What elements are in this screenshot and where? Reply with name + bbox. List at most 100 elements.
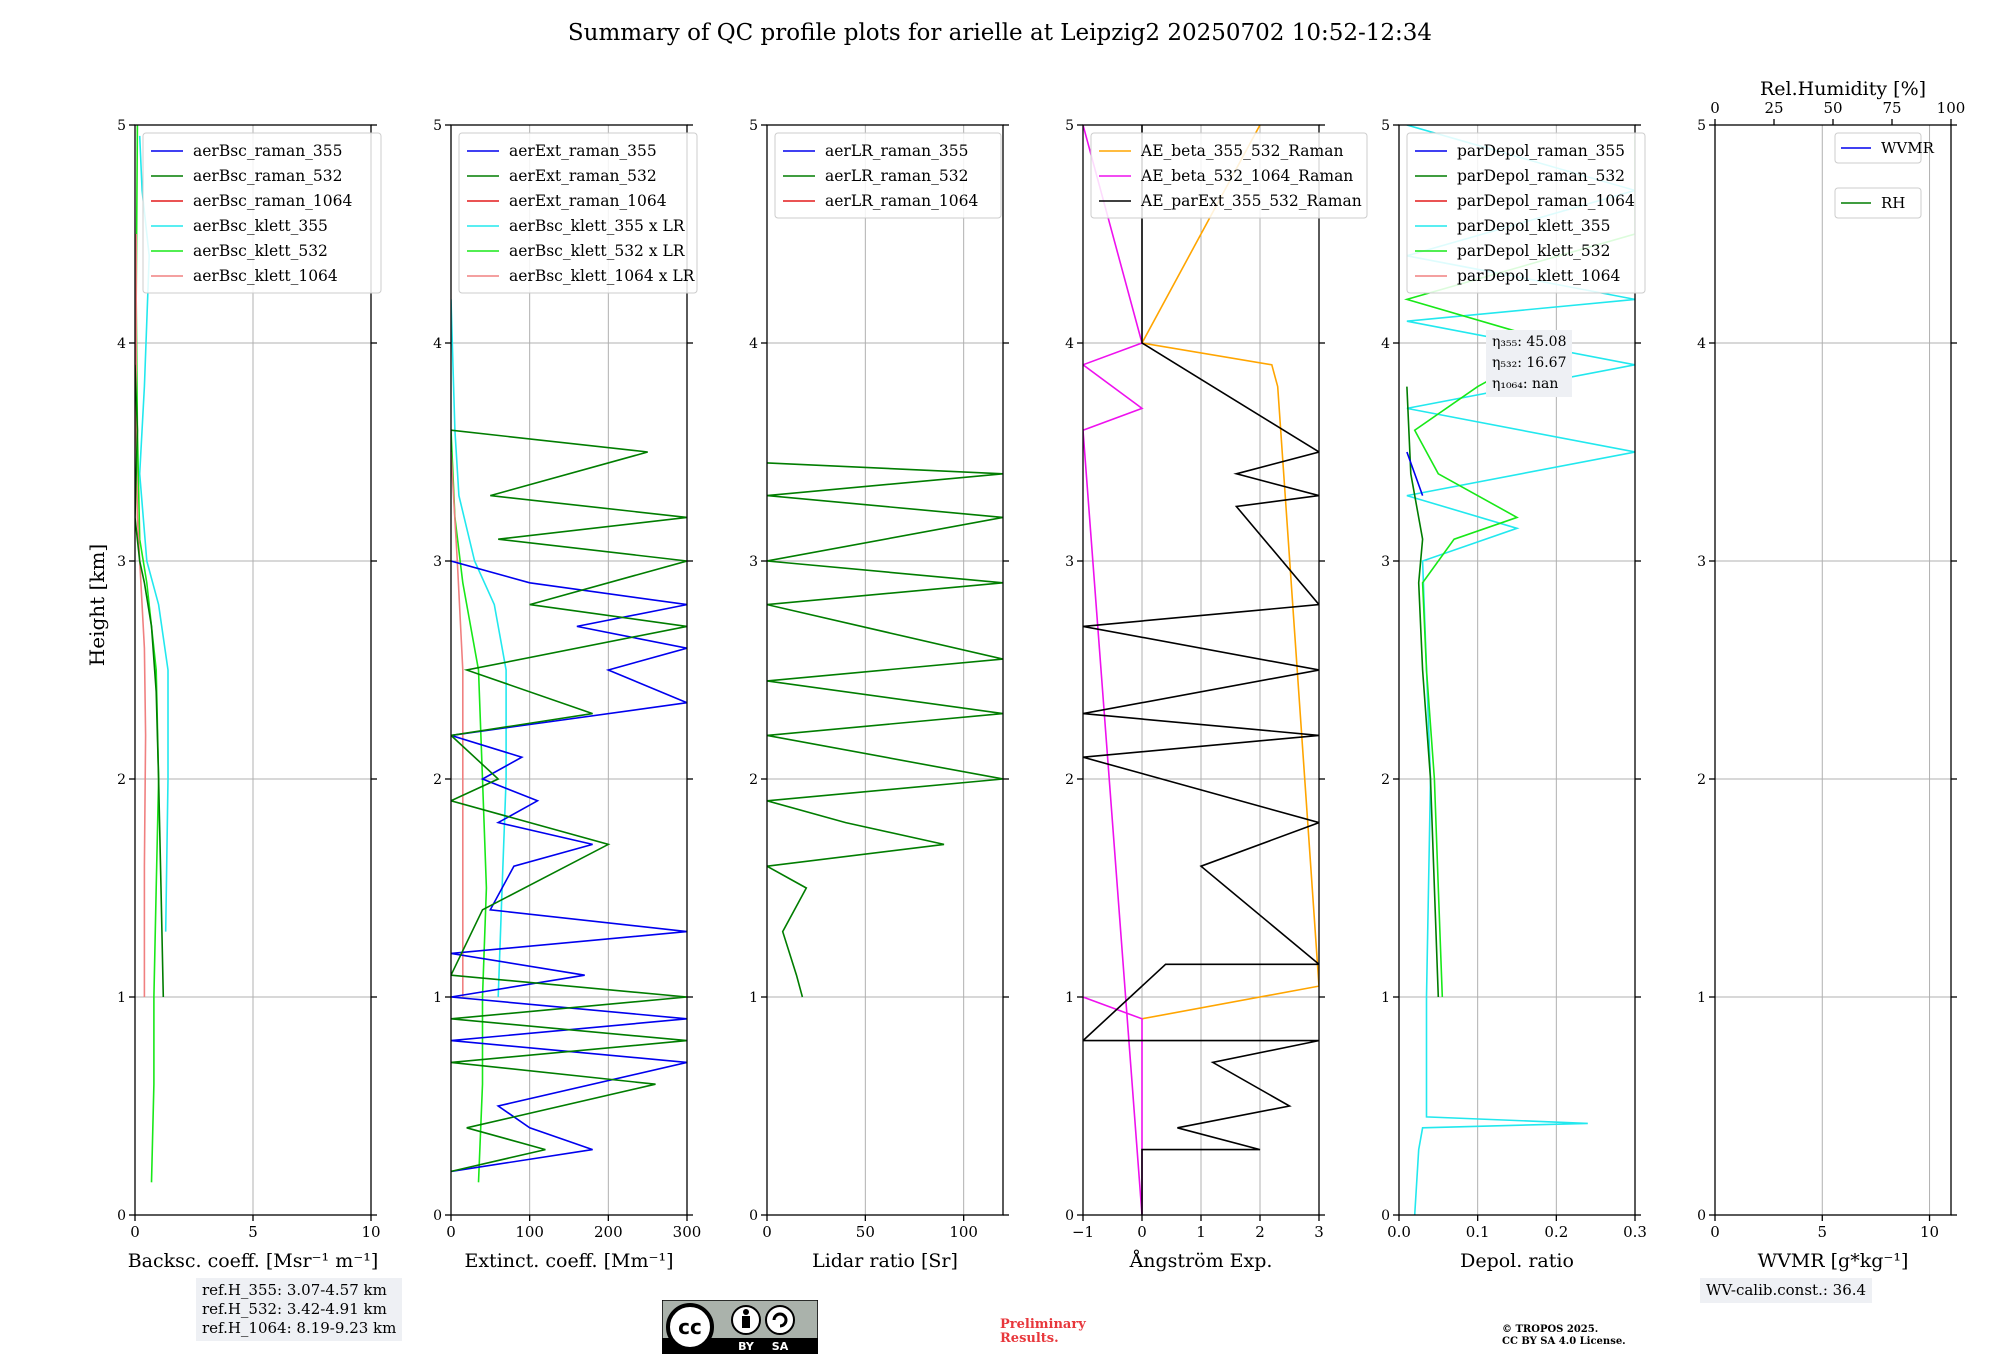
top-tick-label: 75 <box>1882 99 1901 117</box>
legend-entry: parDepol_raman_355 <box>1457 142 1625 160</box>
y-tick-label: 4 <box>117 336 126 352</box>
legend-entry: parDepol_klett_1064 <box>1457 267 1620 285</box>
legend-entry: AE_parExt_355_532_Raman <box>1140 192 1362 210</box>
legend-entry: AE_beta_532_1064_Raman <box>1140 167 1353 185</box>
y-tick-label: 2 <box>1697 772 1706 788</box>
y-tick-label: 3 <box>117 554 126 570</box>
legend-entry: aerExt_raman_532 <box>509 167 657 185</box>
series-group <box>451 299 687 1183</box>
panel-frame <box>766 124 1004 1216</box>
preliminary-note: Preliminary Results. <box>1000 1318 1086 1346</box>
eta-1064: η₁₀₆₄: nan <box>1492 376 1559 392</box>
y-tick-label: 3 <box>1381 554 1390 570</box>
y-tick-label: 5 <box>117 118 126 134</box>
panel-frame <box>1714 124 1952 1216</box>
y-tick-label: 2 <box>117 772 126 788</box>
y-tick-label: 3 <box>1065 554 1074 570</box>
x-axis-label: Ångström Exp. <box>1129 1250 1273 1272</box>
y-tick-label: 4 <box>749 336 758 352</box>
x-tick-label: 100 <box>515 1223 544 1241</box>
preliminary-line-1: Preliminary <box>1000 1317 1086 1332</box>
legend-entry: aerBsc_klett_532 x LR <box>509 242 686 260</box>
panel-frame <box>1398 124 1636 1216</box>
copyright-line-2: CC BY SA 4.0 License. <box>1502 1336 1626 1347</box>
y-tick-label: 0 <box>433 1208 442 1224</box>
wv-calibration-box: WV-calib.const.: 36.4 <box>1700 1278 1873 1303</box>
series-aerBsc_klett_1064 <box>135 234 147 997</box>
legend-entry: aerExt_raman_355 <box>509 142 657 160</box>
legend-entry: AE_beta_355_532_Raman <box>1140 142 1343 160</box>
panel-1: 0 1 2 3 4 5 0 5 10 Backsc. coeff. [Msr⁻¹ m⁻¹] aerB… <box>117 118 382 1272</box>
series-aerExt_raman_355 <box>451 560 687 1173</box>
reference-height-box: ref.H_355: 3.07-4.57 km ref.H_532: 3.42-… <box>196 1278 403 1341</box>
y-tick-label: 3 <box>433 554 442 570</box>
y-tick-label: 0 <box>749 1208 758 1224</box>
x-tick-label: 10 <box>361 1223 380 1241</box>
y-tick-label: 2 <box>1065 772 1074 788</box>
y-tick-label: 4 <box>1381 336 1390 352</box>
top-tick-label: 0 <box>1710 99 1720 117</box>
y-tick-label: 5 <box>433 118 442 134</box>
top-axis-label: Rel.Humidity [%] <box>1760 78 1926 100</box>
legend-entry: parDepol_raman_532 <box>1457 167 1625 185</box>
legend-entry: RH <box>1881 194 1905 212</box>
x-tick-label: 0 <box>762 1223 772 1241</box>
x-tick-label: 0.2 <box>1544 1223 1568 1241</box>
y-axis-label: Height [km] <box>85 544 109 666</box>
legend-entry: WVMR <box>1881 139 1935 157</box>
y-tick-label: 0 <box>1065 1208 1074 1224</box>
cc-sa-label: SA <box>772 1340 789 1353</box>
legend-entry: aerBsc_klett_355 x LR <box>509 217 686 235</box>
eta-annotation-box: η₃₅₅: 45.08 η₅₃₂: 16.67 η₁₀₆₄: nan <box>1486 330 1573 397</box>
x-tick-label: 0 <box>1137 1223 1147 1241</box>
series-aerExt_raman_532 <box>451 429 687 1173</box>
x-tick-label: 5 <box>248 1223 258 1241</box>
x-tick-label: 200 <box>594 1223 623 1241</box>
y-tick-label: 1 <box>117 990 126 1006</box>
y-tick-label: 3 <box>1697 554 1706 570</box>
legend-entry: aerBsc_klett_532 <box>193 242 328 260</box>
legend-entry: aerBsc_klett_355 <box>193 217 328 235</box>
y-tick-label: 4 <box>1697 336 1706 352</box>
y-tick-label: 0 <box>117 1208 126 1224</box>
x-tick-label: 1 <box>1196 1223 1206 1241</box>
y-tick-label: 5 <box>1381 118 1390 134</box>
series-group <box>1083 125 1319 1215</box>
legend-entry: parDepol_klett_532 <box>1457 242 1610 260</box>
series-aerBsc_klett_355 x LR <box>451 299 507 998</box>
legend-box <box>774 132 1002 219</box>
x-tick-label: 10 <box>1920 1223 1939 1241</box>
series-parDepol_raman_355 <box>1406 451 1424 496</box>
x-tick-label: 0 <box>1710 1223 1720 1241</box>
series-AE_beta_355_532_Raman <box>1140 125 1319 1020</box>
series-AE_parExt_355_532_Raman <box>1083 125 1319 1215</box>
top-tick-label: 50 <box>1823 99 1842 117</box>
legend-entry: aerBsc_raman_532 <box>193 167 343 185</box>
y-tick-label: 2 <box>433 772 442 788</box>
series-aerBsc_klett_1064 x LR <box>451 451 464 997</box>
eta-355: η₃₅₅: 45.08 <box>1492 334 1567 350</box>
y-tick-label: 4 <box>433 336 442 352</box>
copyright-line-1: © TROPOS 2025. <box>1502 1324 1599 1335</box>
top-tick-label: 25 <box>1764 99 1783 117</box>
panel-5: 0 1 2 3 4 5 0.0 0.1 0.2 0.3 Depol. ratio parDepol_r… <box>1381 118 1647 1272</box>
y-tick-label: 1 <box>433 990 442 1006</box>
y-tick-label: 2 <box>749 772 758 788</box>
legend-box <box>1406 132 1646 294</box>
legend-box <box>1090 132 1368 219</box>
copyright-note: © TROPOS 2025. CC BY SA 4.0 License. <box>1502 1324 1626 1348</box>
x-tick-label: 0 <box>446 1223 456 1241</box>
legend-entry: aerLR_raman_355 <box>825 142 968 160</box>
legend-entry: aerBsc_raman_1064 <box>193 192 353 210</box>
y-tick-label: 0 <box>1697 1208 1706 1224</box>
x-tick-label: 0 <box>130 1223 140 1241</box>
eta-532: η₅₃₂: 16.67 <box>1492 355 1567 371</box>
legend-entry: aerExt_raman_1064 <box>509 192 667 210</box>
x-tick-label: 0.1 <box>1466 1223 1490 1241</box>
legend-entry: parDepol_raman_1064 <box>1457 192 1635 210</box>
preliminary-line-2: Results. <box>1000 1331 1059 1346</box>
x-tick-label: 5 <box>1817 1223 1827 1241</box>
